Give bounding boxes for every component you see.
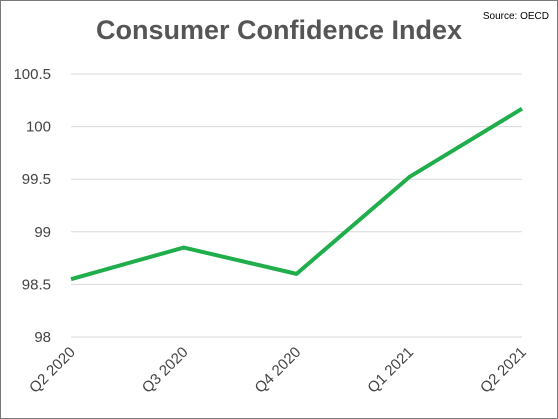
chart-title: Consumer Confidence Index: [95, 15, 463, 45]
y-tick-label: 100.5: [13, 66, 51, 83]
series-line: [70, 107, 524, 282]
y-tick-label: 99.5: [22, 171, 51, 188]
x-tick-label: Q4 2020: [252, 344, 305, 397]
x-tick-label: Q2 2021: [477, 344, 530, 397]
source-note: Source: OECD: [482, 11, 549, 22]
x-tick-label: Q3 2020: [139, 344, 192, 397]
x-tick-label: Q2 2020: [26, 344, 79, 397]
y-tick-label: 100: [26, 119, 51, 136]
y-tick-label: 99: [34, 224, 51, 241]
y-tick-label: 98: [34, 329, 51, 346]
x-tick-label: Q1 2021: [364, 344, 417, 397]
y-tick-label: 98.5: [22, 276, 51, 293]
